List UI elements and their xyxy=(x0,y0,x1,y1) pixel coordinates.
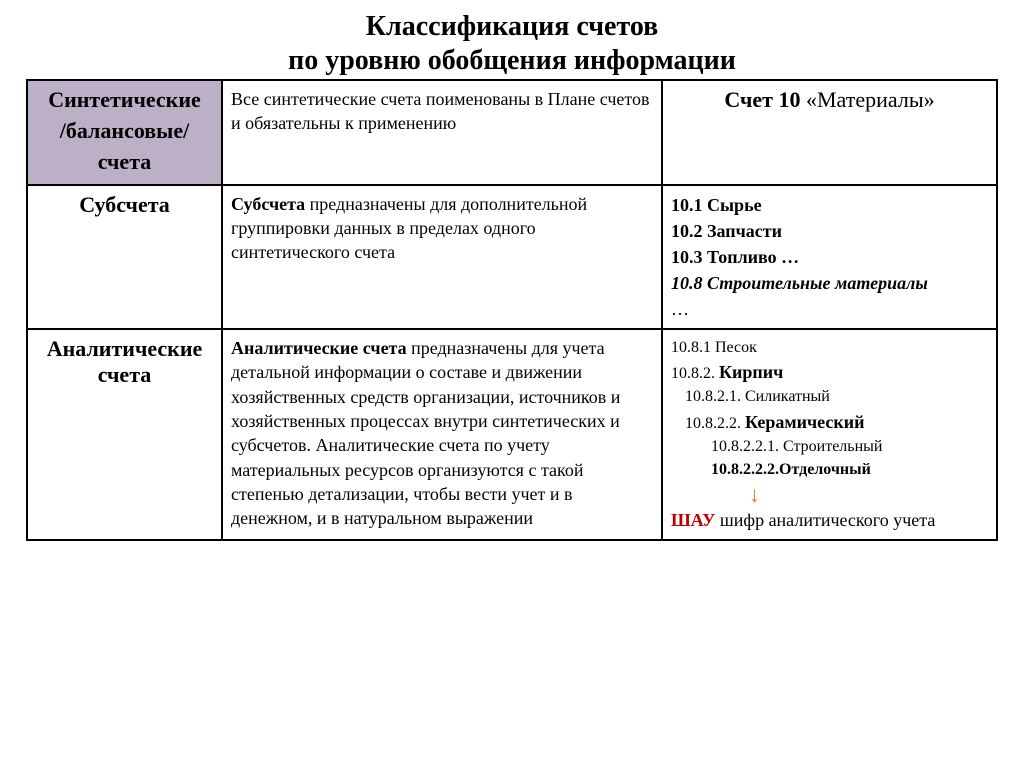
arrow-down-icon: ↓ xyxy=(749,485,988,505)
table-row: Аналитические счета Аналитические счета … xyxy=(27,329,997,540)
row1-example: Счет 10 «Материалы» xyxy=(662,80,997,184)
table-row: Субсчета Субсчета предназначены для допо… xyxy=(27,185,997,329)
row2-label: Субсчета xyxy=(27,185,222,329)
title-line-2: по уровню обобщения информации xyxy=(288,45,736,76)
row2-example: 10.1 Сырье 10.2 Запчасти 10.3 Топливо … … xyxy=(662,185,997,329)
row3-example: 10.8.1 Песок 10.8.2. Кирпич 10.8.2.1. Си… xyxy=(662,329,997,540)
row1-label: Синтетические /балансовые/ счета xyxy=(27,80,222,184)
classification-table: Синтетические /балансовые/ счета Все син… xyxy=(26,79,998,541)
shau-label: ШАУ xyxy=(671,510,715,530)
table-row: Синтетические /балансовые/ счета Все син… xyxy=(27,80,997,184)
page-title: Классификация счетов по уровню обобщения… xyxy=(0,0,1024,79)
title-line-1: Классификация счетов xyxy=(366,11,659,42)
row1-description: Все синтетические счета поименованы в Пл… xyxy=(222,80,662,184)
row3-label: Аналитические счета xyxy=(27,329,222,540)
row2-description: Субсчета предназначены для дополнительно… xyxy=(222,185,662,329)
row3-description: Аналитические счета предназначены для уч… xyxy=(222,329,662,540)
